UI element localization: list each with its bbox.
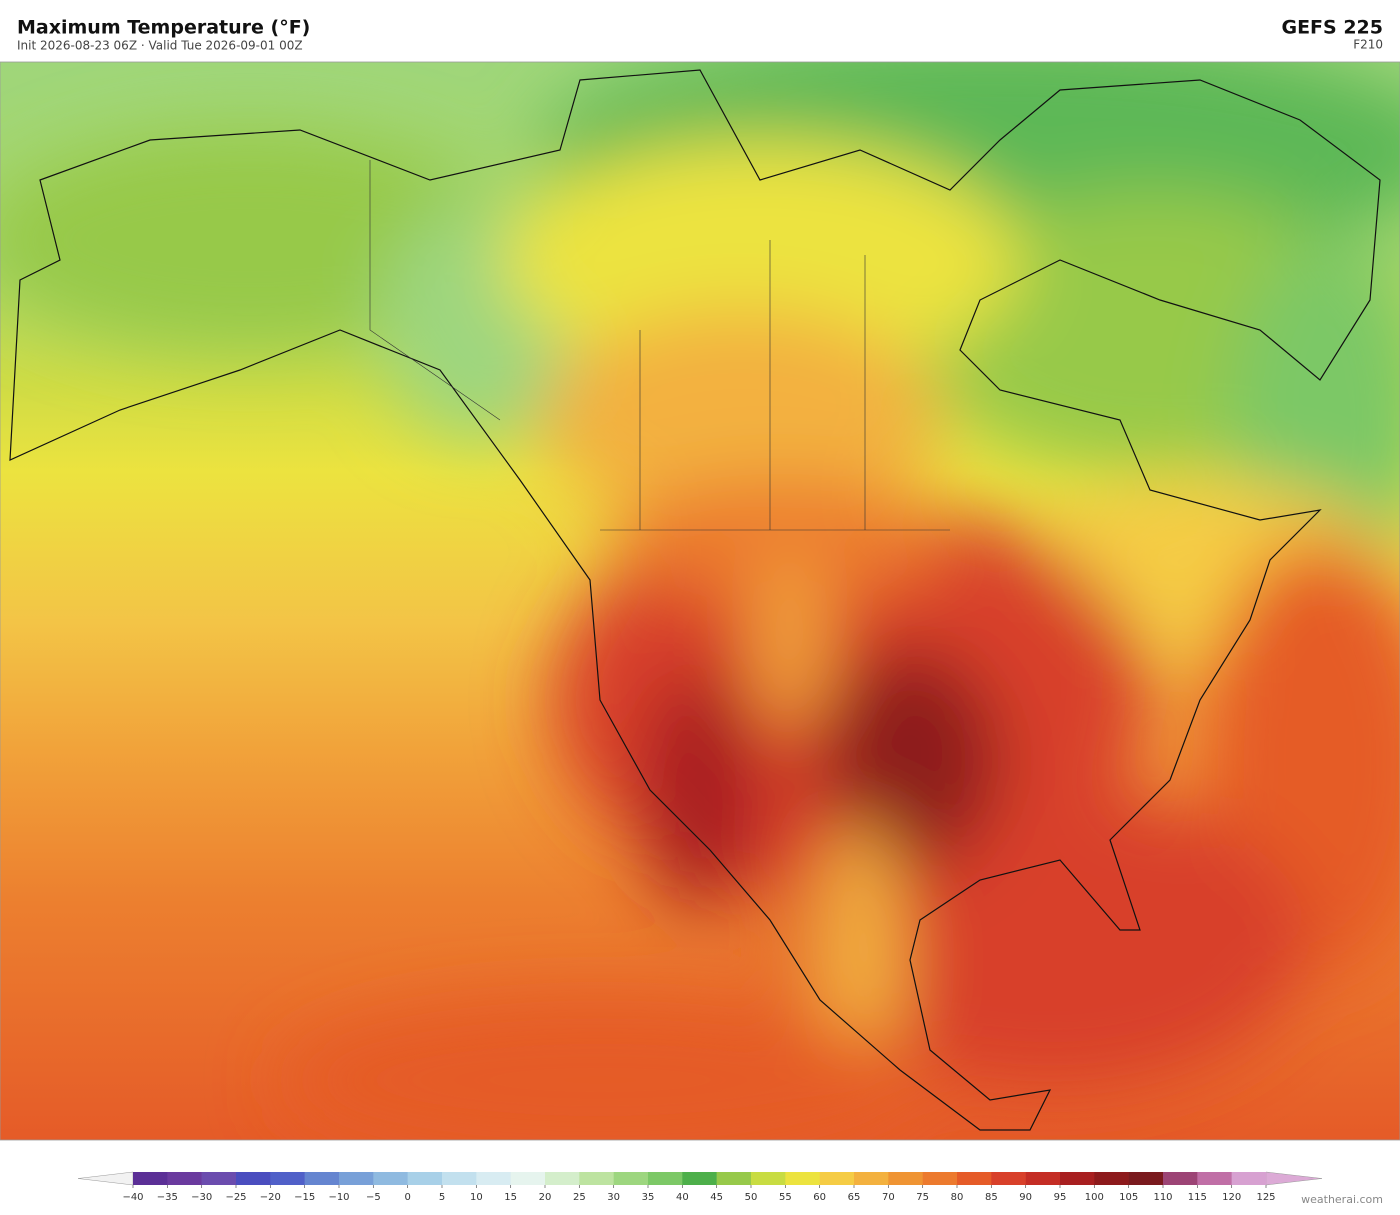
- colorbar-segment: [304, 1172, 340, 1185]
- colorbar-segment: [1025, 1172, 1061, 1185]
- colorbar-segment: [133, 1172, 168, 1185]
- colorbar-tick-label: 125: [1256, 1192, 1275, 1203]
- colorbar-segment: [270, 1172, 305, 1185]
- colorbar-tick-label: 25: [573, 1192, 586, 1203]
- forecast-hour: F210: [1353, 38, 1383, 52]
- colorbar-tick-label: 100: [1085, 1192, 1104, 1203]
- colorbar-tick-label: 30: [607, 1192, 620, 1203]
- colorbar-segment: [545, 1172, 580, 1185]
- colorbar-tick-label: 20: [539, 1192, 552, 1203]
- colorbar-segment: [167, 1172, 202, 1185]
- colorbar-tick-label: 85: [985, 1192, 998, 1203]
- colorbar-tick-label: 0: [404, 1192, 410, 1203]
- colorbar-segment: [751, 1172, 786, 1185]
- colorbar-tick-label: 70: [882, 1192, 895, 1203]
- colorbar-segment: [236, 1172, 271, 1185]
- colorbar-segment: [648, 1172, 683, 1185]
- colorbar-under: [77, 1171, 134, 1186]
- colorbar-tick-label: 55: [779, 1192, 792, 1203]
- colorbar-tick-label: −10: [328, 1192, 349, 1203]
- colorbar: −40 −35 −30 −25 −20 −15 −10 −5 0 5 10 15 20 25 30 35 40 4…: [77, 1171, 1323, 1203]
- colorbar-tick-label: −35: [157, 1192, 178, 1203]
- colorbar-segment: [339, 1172, 374, 1185]
- colorbar-segment: [1094, 1172, 1129, 1185]
- colorbar-segment: [888, 1172, 923, 1185]
- colorbar-tick-label: −25: [225, 1192, 246, 1203]
- colorbar-tick-label: 110: [1153, 1192, 1172, 1203]
- colorbar-segment: [407, 1172, 443, 1185]
- colorbar-segment: [682, 1172, 717, 1185]
- subtitle: Init 2026-08-23 06Z · Valid Tue 2026-09-…: [17, 39, 303, 53]
- colorbar-tick-label: 5: [439, 1192, 445, 1203]
- colorbar-tick-label: −20: [260, 1192, 281, 1203]
- colorbar-tick-label: 50: [745, 1192, 758, 1203]
- colorbar-segment: [510, 1172, 546, 1185]
- colorbar-segment: [819, 1172, 855, 1185]
- colorbar-tick-label: −30: [191, 1192, 212, 1203]
- colorbar-tick-label: −15: [294, 1192, 315, 1203]
- colorbar-tick-label: 60: [813, 1192, 826, 1203]
- colorbar-segment: [922, 1172, 958, 1185]
- colorbar-segment: [442, 1172, 477, 1185]
- credit: weatherai.com: [1301, 1193, 1383, 1206]
- colorbar-segment: [579, 1172, 614, 1185]
- colorbar-segment: [476, 1172, 511, 1185]
- colorbar-over: [1265, 1171, 1323, 1186]
- colorbar-segment: [1231, 1172, 1267, 1185]
- colorbar-tick-label: 10: [470, 1192, 483, 1203]
- colorbar-tick-label: 45: [710, 1192, 723, 1203]
- model: GEFS 225: [1281, 17, 1383, 39]
- colorbar-tick-label: −40: [122, 1192, 143, 1203]
- colorbar-tick-label: 95: [1054, 1192, 1067, 1203]
- colorbar-tick-label: 90: [1019, 1192, 1032, 1203]
- colorbar-segment: [373, 1172, 408, 1185]
- colorbar-tick-label: 75: [916, 1192, 929, 1203]
- colorbar-tick-label: 40: [676, 1192, 689, 1203]
- colorbar-tick-label: −5: [366, 1192, 381, 1203]
- colorbar-segment: [1128, 1172, 1164, 1185]
- colorbar-tick-label: 80: [951, 1192, 964, 1203]
- colorbar-segment: [854, 1172, 889, 1185]
- colorbar-tick-label: 105: [1119, 1192, 1138, 1203]
- map: [0, 62, 1400, 1140]
- colorbar-segment: [785, 1172, 820, 1185]
- title: Maximum Temperature (°F): [17, 17, 310, 39]
- colorbar-segment: [716, 1172, 752, 1185]
- colorbar-tick-label: 115: [1188, 1192, 1207, 1203]
- colorbar-tick-label: 120: [1222, 1192, 1241, 1203]
- colorbar-tick-label: 15: [504, 1192, 517, 1203]
- colorbar-segment: [1060, 1172, 1095, 1185]
- colorbar-segment: [1197, 1172, 1232, 1185]
- colorbar-segment: [1163, 1172, 1198, 1185]
- colorbar-segment: [201, 1172, 237, 1185]
- colorbar-segment: [613, 1172, 649, 1185]
- colorbar-segment: [957, 1172, 992, 1185]
- colorbar-segment: [991, 1172, 1026, 1185]
- colorbar-tick-label: 65: [848, 1192, 861, 1203]
- colorbar-tick-label: 35: [642, 1192, 655, 1203]
